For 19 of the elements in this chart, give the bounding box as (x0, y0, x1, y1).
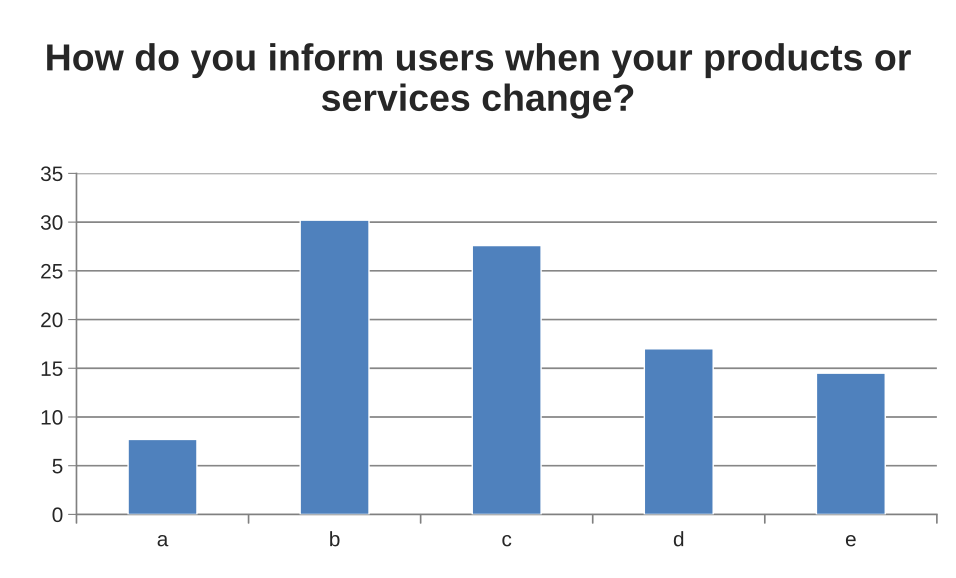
bar (472, 244, 542, 514)
y-tick-label: 5 (52, 458, 62, 474)
y-tick-label: 0 (52, 507, 62, 522)
bar (127, 438, 198, 514)
bar (816, 372, 886, 514)
x-tick-label: e (846, 534, 856, 546)
y-tick-label: 20 (41, 312, 62, 328)
y-tick-label: 15 (42, 361, 62, 376)
x-tick-label: a (158, 534, 168, 546)
chart-title: How do you inform users when your products or services change? (47, 43, 911, 119)
y-tick-label: 25 (41, 264, 62, 279)
x-tick-label: c (502, 534, 512, 546)
x-tick-label: d (674, 531, 684, 546)
y-tick-label: 30 (40, 215, 62, 230)
bar (299, 219, 370, 514)
y-tick-label: 10 (42, 410, 62, 425)
y-tick-label: 35 (40, 166, 62, 182)
bar (644, 348, 714, 514)
x-tick-label: b (330, 531, 340, 546)
